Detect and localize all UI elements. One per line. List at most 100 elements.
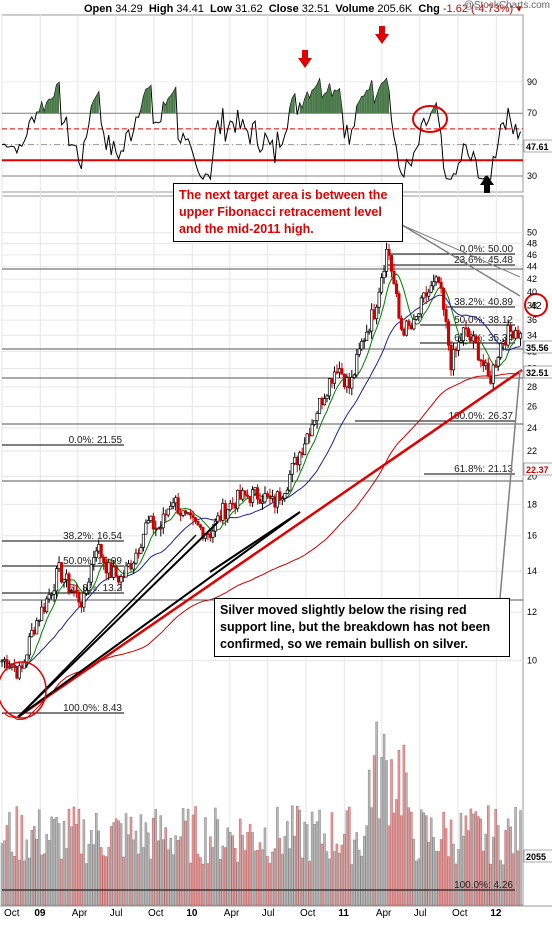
candle-body <box>87 581 91 591</box>
volume-bar <box>372 755 376 906</box>
candle-body <box>84 590 88 594</box>
candle-body <box>201 527 205 539</box>
price-tick-label: 34 <box>527 330 537 340</box>
sma-mid-line <box>1 294 521 668</box>
volume-bar <box>174 835 177 906</box>
volume-bar <box>196 854 200 906</box>
annotation-connector <box>401 224 521 278</box>
rsi-tag <box>523 139 552 153</box>
rsi-overbought-fill <box>431 108 434 114</box>
candle-body <box>15 667 19 679</box>
candle-body <box>305 433 309 445</box>
candle-body <box>471 335 475 342</box>
candle-body <box>469 336 473 342</box>
rsi-overbought-fill <box>336 88 340 114</box>
candle-body <box>144 522 148 535</box>
low-label: Low <box>210 3 233 15</box>
candle-body <box>82 592 86 608</box>
volume-bar <box>325 851 329 906</box>
volume-bar <box>8 812 11 906</box>
candle-body <box>278 491 282 501</box>
candle-body <box>484 362 488 366</box>
candle-body <box>295 456 299 466</box>
candle-body <box>72 590 76 593</box>
volume-value: 205.6K <box>377 3 413 15</box>
candle-body <box>30 629 34 638</box>
candle-body <box>315 413 319 421</box>
high-label: High <box>148 3 174 15</box>
volume-bar <box>328 858 331 906</box>
volume-bar <box>142 847 145 906</box>
volume-tag <box>523 849 552 863</box>
rsi-overbought-fill <box>304 92 308 114</box>
volume-bar <box>375 721 378 906</box>
volume-bar <box>226 827 230 906</box>
volume-bar <box>343 833 346 906</box>
volume-bar <box>415 860 418 906</box>
fib-label: 0.0%: 50.00 <box>460 244 514 255</box>
price-tick-label: 16 <box>527 531 537 541</box>
volume-bar <box>348 806 351 906</box>
candle-body <box>283 493 287 499</box>
candle-body <box>59 562 64 583</box>
rsi-overbought-fill <box>41 102 45 114</box>
candle-body <box>494 364 498 367</box>
candle-body <box>171 502 175 507</box>
candle-body <box>439 282 443 289</box>
rsi-overbought-fill <box>148 85 151 114</box>
candle-body <box>345 377 349 388</box>
rsi-tick-label: 70 <box>527 108 537 118</box>
chg-value: -1.62 (-4.73%) <box>442 3 514 15</box>
price-tick-label: 24 <box>527 423 537 433</box>
candle-body <box>300 452 304 455</box>
candle-body <box>161 513 165 529</box>
candle-body <box>196 520 200 526</box>
volume-bar <box>159 815 163 906</box>
candle-body <box>32 629 36 635</box>
candle-body <box>496 357 500 367</box>
candle-body <box>112 566 116 578</box>
volume-bar <box>407 807 411 906</box>
candle-body <box>419 297 423 315</box>
x-tick-label: 11 <box>338 908 349 919</box>
ohlc-header: Open 34.29 High 34.41 Low 31.62 Close 32… <box>84 2 522 15</box>
volume-bar <box>345 810 349 906</box>
rsi-overbought-fill <box>369 80 372 114</box>
candle-body <box>308 433 312 437</box>
candle-body <box>20 665 24 669</box>
candle-body <box>97 544 101 552</box>
candle-body <box>109 562 113 578</box>
candle-body <box>52 590 56 595</box>
rsi-overbought-fill <box>39 102 42 114</box>
volume-bar <box>487 805 490 906</box>
black-arrow-up-shaft <box>484 184 490 193</box>
x-tick-label: Oct <box>148 908 164 919</box>
open-value: 34.29 <box>115 3 143 15</box>
volume-bar <box>305 824 309 906</box>
volume-bar <box>241 835 244 906</box>
volume-bar <box>216 819 220 906</box>
rsi-overbought-fill <box>379 83 382 114</box>
x-tick-label: Jul <box>110 908 123 919</box>
candle-body <box>126 563 131 567</box>
candle-body <box>464 327 468 330</box>
candle-body <box>414 316 418 320</box>
support-annotation: Silver moved slightly below the rising r… <box>214 598 510 657</box>
rsi-overbought-fill <box>49 99 52 114</box>
candle-body <box>114 566 118 577</box>
candle-body <box>248 496 252 503</box>
open-label: Open <box>84 3 113 15</box>
candle-body <box>151 515 155 530</box>
volume-bar <box>509 826 512 906</box>
candle-body <box>313 420 317 425</box>
volume-bar <box>179 836 182 906</box>
volume-bar <box>47 839 51 906</box>
candle-body <box>461 327 466 341</box>
candle-body <box>491 364 495 384</box>
candle-body <box>102 556 106 563</box>
fib-label: 61.8%: 35.34 <box>454 333 513 344</box>
volume-bar <box>57 823 61 906</box>
rsi-overbought-fill <box>371 80 375 114</box>
rsi-overbought-fill <box>386 78 390 114</box>
candle-body <box>236 489 240 509</box>
